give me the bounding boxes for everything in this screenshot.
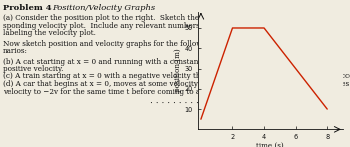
X-axis label: time (s): time (s) [257,142,284,147]
Text: (d) A car that begins at x = 0, moves at some velocity v for some time t; then i: (d) A car that begins at x = 0, moves at… [3,80,350,88]
Text: narios:: narios: [3,47,28,55]
Text: sponding velocity plot.  Include any relevant numbers when: sponding velocity plot. Include any rele… [3,21,222,30]
Text: Now sketch position and velocity graphs for the following sce-: Now sketch position and velocity graphs … [3,40,231,47]
Text: velocity to −2v for the same time t before coming to a stop.: velocity to −2v for the same time t befo… [3,87,220,96]
Text: positive velocity.: positive velocity. [3,65,63,73]
Text: Problem 4: Problem 4 [3,4,52,12]
Text: (b) A cat starting at x = 0 and running with a constant: (b) A cat starting at x = 0 and running … [3,57,201,66]
Y-axis label: position (m): position (m) [174,49,182,92]
Text: ⋅ ⋅ ⋅ ⋅ ⋅ ⋅ ⋅ ⋅ ⋅: ⋅ ⋅ ⋅ ⋅ ⋅ ⋅ ⋅ ⋅ ⋅ [150,99,200,108]
Text: (a) Consider the position plot to the right.  Sketch the corre-: (a) Consider the position plot to the ri… [3,14,223,22]
Text: (c) A train starting at x = 0 with a negative velocity that then slows to a stop: (c) A train starting at x = 0 with a neg… [3,72,350,81]
Text: labeling the velocity plot.: labeling the velocity plot. [3,29,96,37]
Text: Position/Velocity Graphs: Position/Velocity Graphs [52,4,155,12]
